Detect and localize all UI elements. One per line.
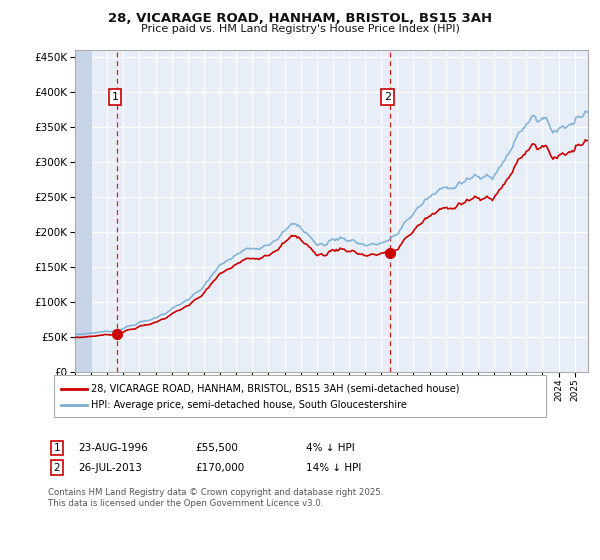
Text: Contains HM Land Registry data © Crown copyright and database right 2025.
This d: Contains HM Land Registry data © Crown c…	[48, 488, 383, 508]
Text: 4% ↓ HPI: 4% ↓ HPI	[306, 443, 355, 453]
Text: 2: 2	[384, 92, 391, 102]
Text: HPI: Average price, semi-detached house, South Gloucestershire: HPI: Average price, semi-detached house,…	[91, 400, 407, 410]
Text: £55,500: £55,500	[195, 443, 238, 453]
Text: 28, VICARAGE ROAD, HANHAM, BRISTOL, BS15 3AH (semi-detached house): 28, VICARAGE ROAD, HANHAM, BRISTOL, BS15…	[91, 384, 460, 394]
Text: 28, VICARAGE ROAD, HANHAM, BRISTOL, BS15 3AH: 28, VICARAGE ROAD, HANHAM, BRISTOL, BS15…	[108, 12, 492, 25]
Text: Price paid vs. HM Land Registry's House Price Index (HPI): Price paid vs. HM Land Registry's House …	[140, 24, 460, 34]
Text: 14% ↓ HPI: 14% ↓ HPI	[306, 463, 361, 473]
Text: £170,000: £170,000	[195, 463, 244, 473]
Text: 1: 1	[53, 443, 61, 453]
Text: 26-JUL-2013: 26-JUL-2013	[78, 463, 142, 473]
Text: 1: 1	[112, 92, 118, 102]
Bar	[75, 50, 92, 372]
Text: 2: 2	[53, 463, 61, 473]
Text: 23-AUG-1996: 23-AUG-1996	[78, 443, 148, 453]
